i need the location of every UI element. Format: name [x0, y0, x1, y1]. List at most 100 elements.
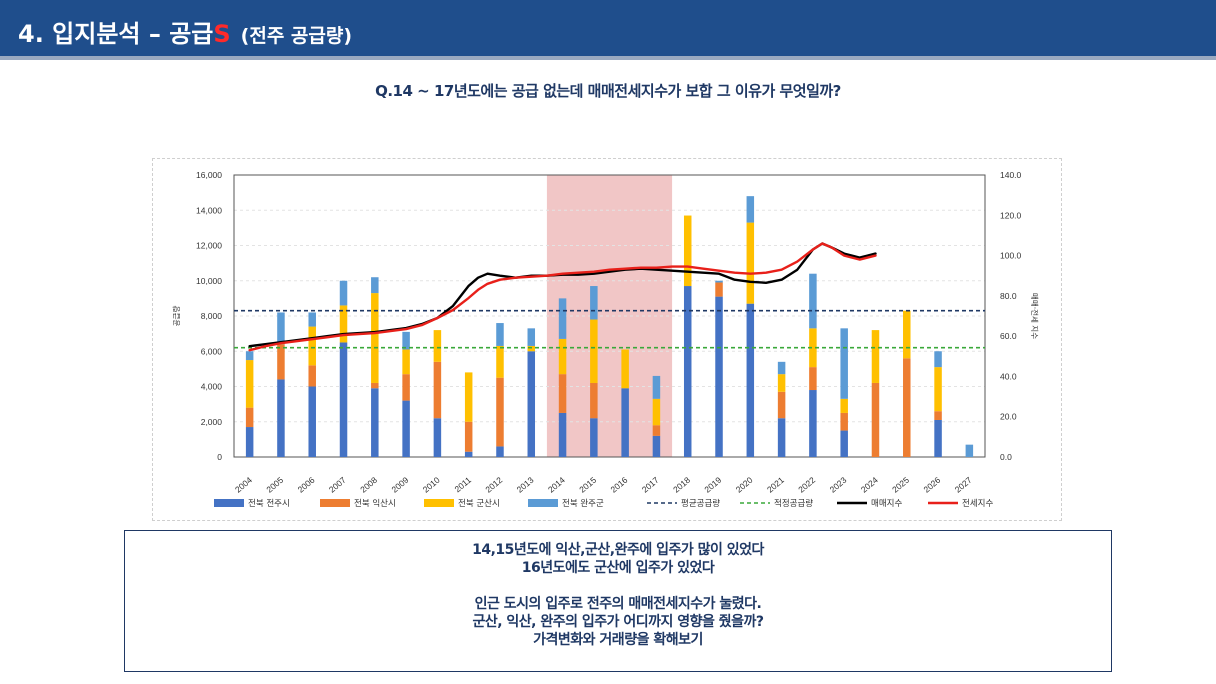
bar-segment-2 — [715, 282, 723, 297]
bar-segment-2 — [777, 391, 786, 419]
bar-segment-2 — [809, 367, 817, 391]
bar-segment-1 — [496, 446, 504, 457]
page-title: 4. 입지분석 – 공급S (전주 공급량) — [18, 14, 352, 49]
bar-segment-3 — [809, 328, 817, 368]
bar-segment-1 — [934, 419, 942, 457]
y-tick-label: 16,000 — [196, 170, 222, 180]
x-tick-label: 2012 — [483, 475, 504, 495]
bar-segment-2 — [903, 358, 911, 457]
bar-segment-1 — [277, 379, 285, 457]
x-tick-label: 2009 — [389, 475, 410, 495]
bar-segment-4 — [371, 277, 379, 294]
legend-label: 전북 군산시 — [458, 498, 500, 509]
bar-segment-4 — [840, 328, 848, 399]
bar-segment-3 — [777, 374, 786, 392]
bar-segment-4 — [590, 286, 598, 320]
bar-segment-1 — [245, 427, 254, 457]
legend-swatch — [320, 499, 350, 507]
y2-axis-label: 매매·전세 지수 — [1030, 293, 1040, 339]
bar-segment-1 — [715, 296, 723, 457]
bar-segment-2 — [402, 374, 410, 401]
bar-segment-4 — [965, 444, 974, 457]
y2-tick-label: 140.0 — [1000, 170, 1022, 180]
x-tick-label: 2005 — [264, 475, 285, 495]
bar-segment-2 — [245, 407, 254, 428]
bar-segment-4 — [402, 331, 410, 350]
bar-segment-1 — [371, 388, 379, 457]
bar-segment-1 — [777, 418, 786, 457]
bar-segment-3 — [245, 360, 254, 408]
bar-segment-1 — [590, 418, 598, 457]
x-tick-label: 2006 — [296, 475, 317, 495]
bar-segment-2 — [871, 382, 880, 457]
bar-segment-1 — [402, 400, 410, 457]
bar-segment-1 — [809, 390, 817, 457]
bar-segment-1 — [339, 342, 348, 457]
x-tick-label: 2019 — [702, 475, 723, 495]
bar-segment-4 — [809, 273, 817, 329]
x-tick-label: 2026 — [921, 475, 942, 495]
page-subtitle: (전주 공급량) — [240, 25, 353, 47]
legend-label: 매매지수 — [871, 499, 902, 509]
bar-segment-1 — [464, 451, 473, 457]
bar-segment-2 — [433, 361, 442, 419]
bar-segment-2 — [464, 421, 473, 452]
legend-label: 전세지수 — [962, 498, 993, 509]
x-tick-label: 2025 — [890, 475, 911, 495]
y-tick-label: 10,000 — [196, 276, 222, 286]
chart-frame — [152, 158, 1062, 521]
y2-tick-label: 80.0 — [1000, 291, 1017, 301]
bar-segment-2 — [840, 412, 848, 431]
bar-segment-3 — [934, 367, 942, 412]
bar-segment-4 — [339, 280, 348, 306]
bar-segment-3 — [464, 372, 473, 422]
legend-swatch — [528, 499, 558, 507]
bar-segment-3 — [527, 345, 536, 352]
x-tick-label: 2023 — [828, 475, 849, 495]
bar-segment-3 — [558, 338, 567, 375]
y2-tick-label: 0.0 — [1000, 452, 1012, 462]
y-axis-label: 공급량 — [172, 306, 181, 327]
x-tick-label: 2015 — [577, 475, 598, 495]
y-tick-label: 6,000 — [201, 346, 223, 356]
legend-label: 적정공급량 — [774, 498, 813, 509]
bar-segment-4 — [652, 375, 661, 399]
bar-segment-4 — [777, 361, 786, 375]
bar-segment-4 — [527, 328, 536, 346]
bar-segment-3 — [746, 222, 755, 304]
y2-tick-label: 40.0 — [1000, 371, 1017, 381]
index-line-2 — [248, 242, 877, 352]
y-tick-label: 14,000 — [196, 205, 222, 215]
bar-segment-1 — [527, 351, 536, 457]
y2-tick-label: 20.0 — [1000, 412, 1017, 422]
bar-segment-2 — [308, 365, 316, 387]
bar-segment-2 — [277, 344, 285, 380]
bar-segment-4 — [245, 351, 254, 361]
bar-segment-1 — [433, 418, 442, 457]
legend-label: 전북 전주시 — [248, 498, 290, 509]
y-tick-label: 12,000 — [196, 241, 222, 251]
x-tick-label: 2007 — [327, 475, 348, 495]
bar-segment-2 — [652, 425, 661, 436]
legend-label: 평균공급량 — [681, 498, 720, 509]
y-tick-label: 8,000 — [201, 311, 223, 321]
x-tick-label: 2027 — [953, 475, 974, 495]
y-tick-label: 2,000 — [201, 417, 223, 427]
bar-segment-1 — [621, 388, 629, 457]
bar-segment-3 — [371, 293, 379, 383]
bar-segment-2 — [590, 382, 598, 419]
bar-segment-1 — [652, 435, 661, 457]
bar-segment-3 — [590, 319, 598, 383]
bar-segment-4 — [558, 298, 567, 339]
legend-label: 전북 익산시 — [354, 498, 396, 509]
bar-segment-3 — [402, 349, 410, 375]
y-tick-label: 0 — [217, 452, 222, 462]
y2-tick-label: 120.0 — [1000, 210, 1022, 220]
bar-segment-4 — [934, 351, 942, 368]
bar-segment-3 — [308, 326, 316, 366]
note-line-5: 가격변화와 거래량을 확해보기 — [533, 632, 703, 648]
bar-segment-3 — [903, 310, 911, 359]
bar-segment-3 — [840, 398, 848, 413]
y2-tick-label: 100.0 — [1000, 251, 1022, 261]
x-tick-label: 2024 — [859, 475, 880, 495]
